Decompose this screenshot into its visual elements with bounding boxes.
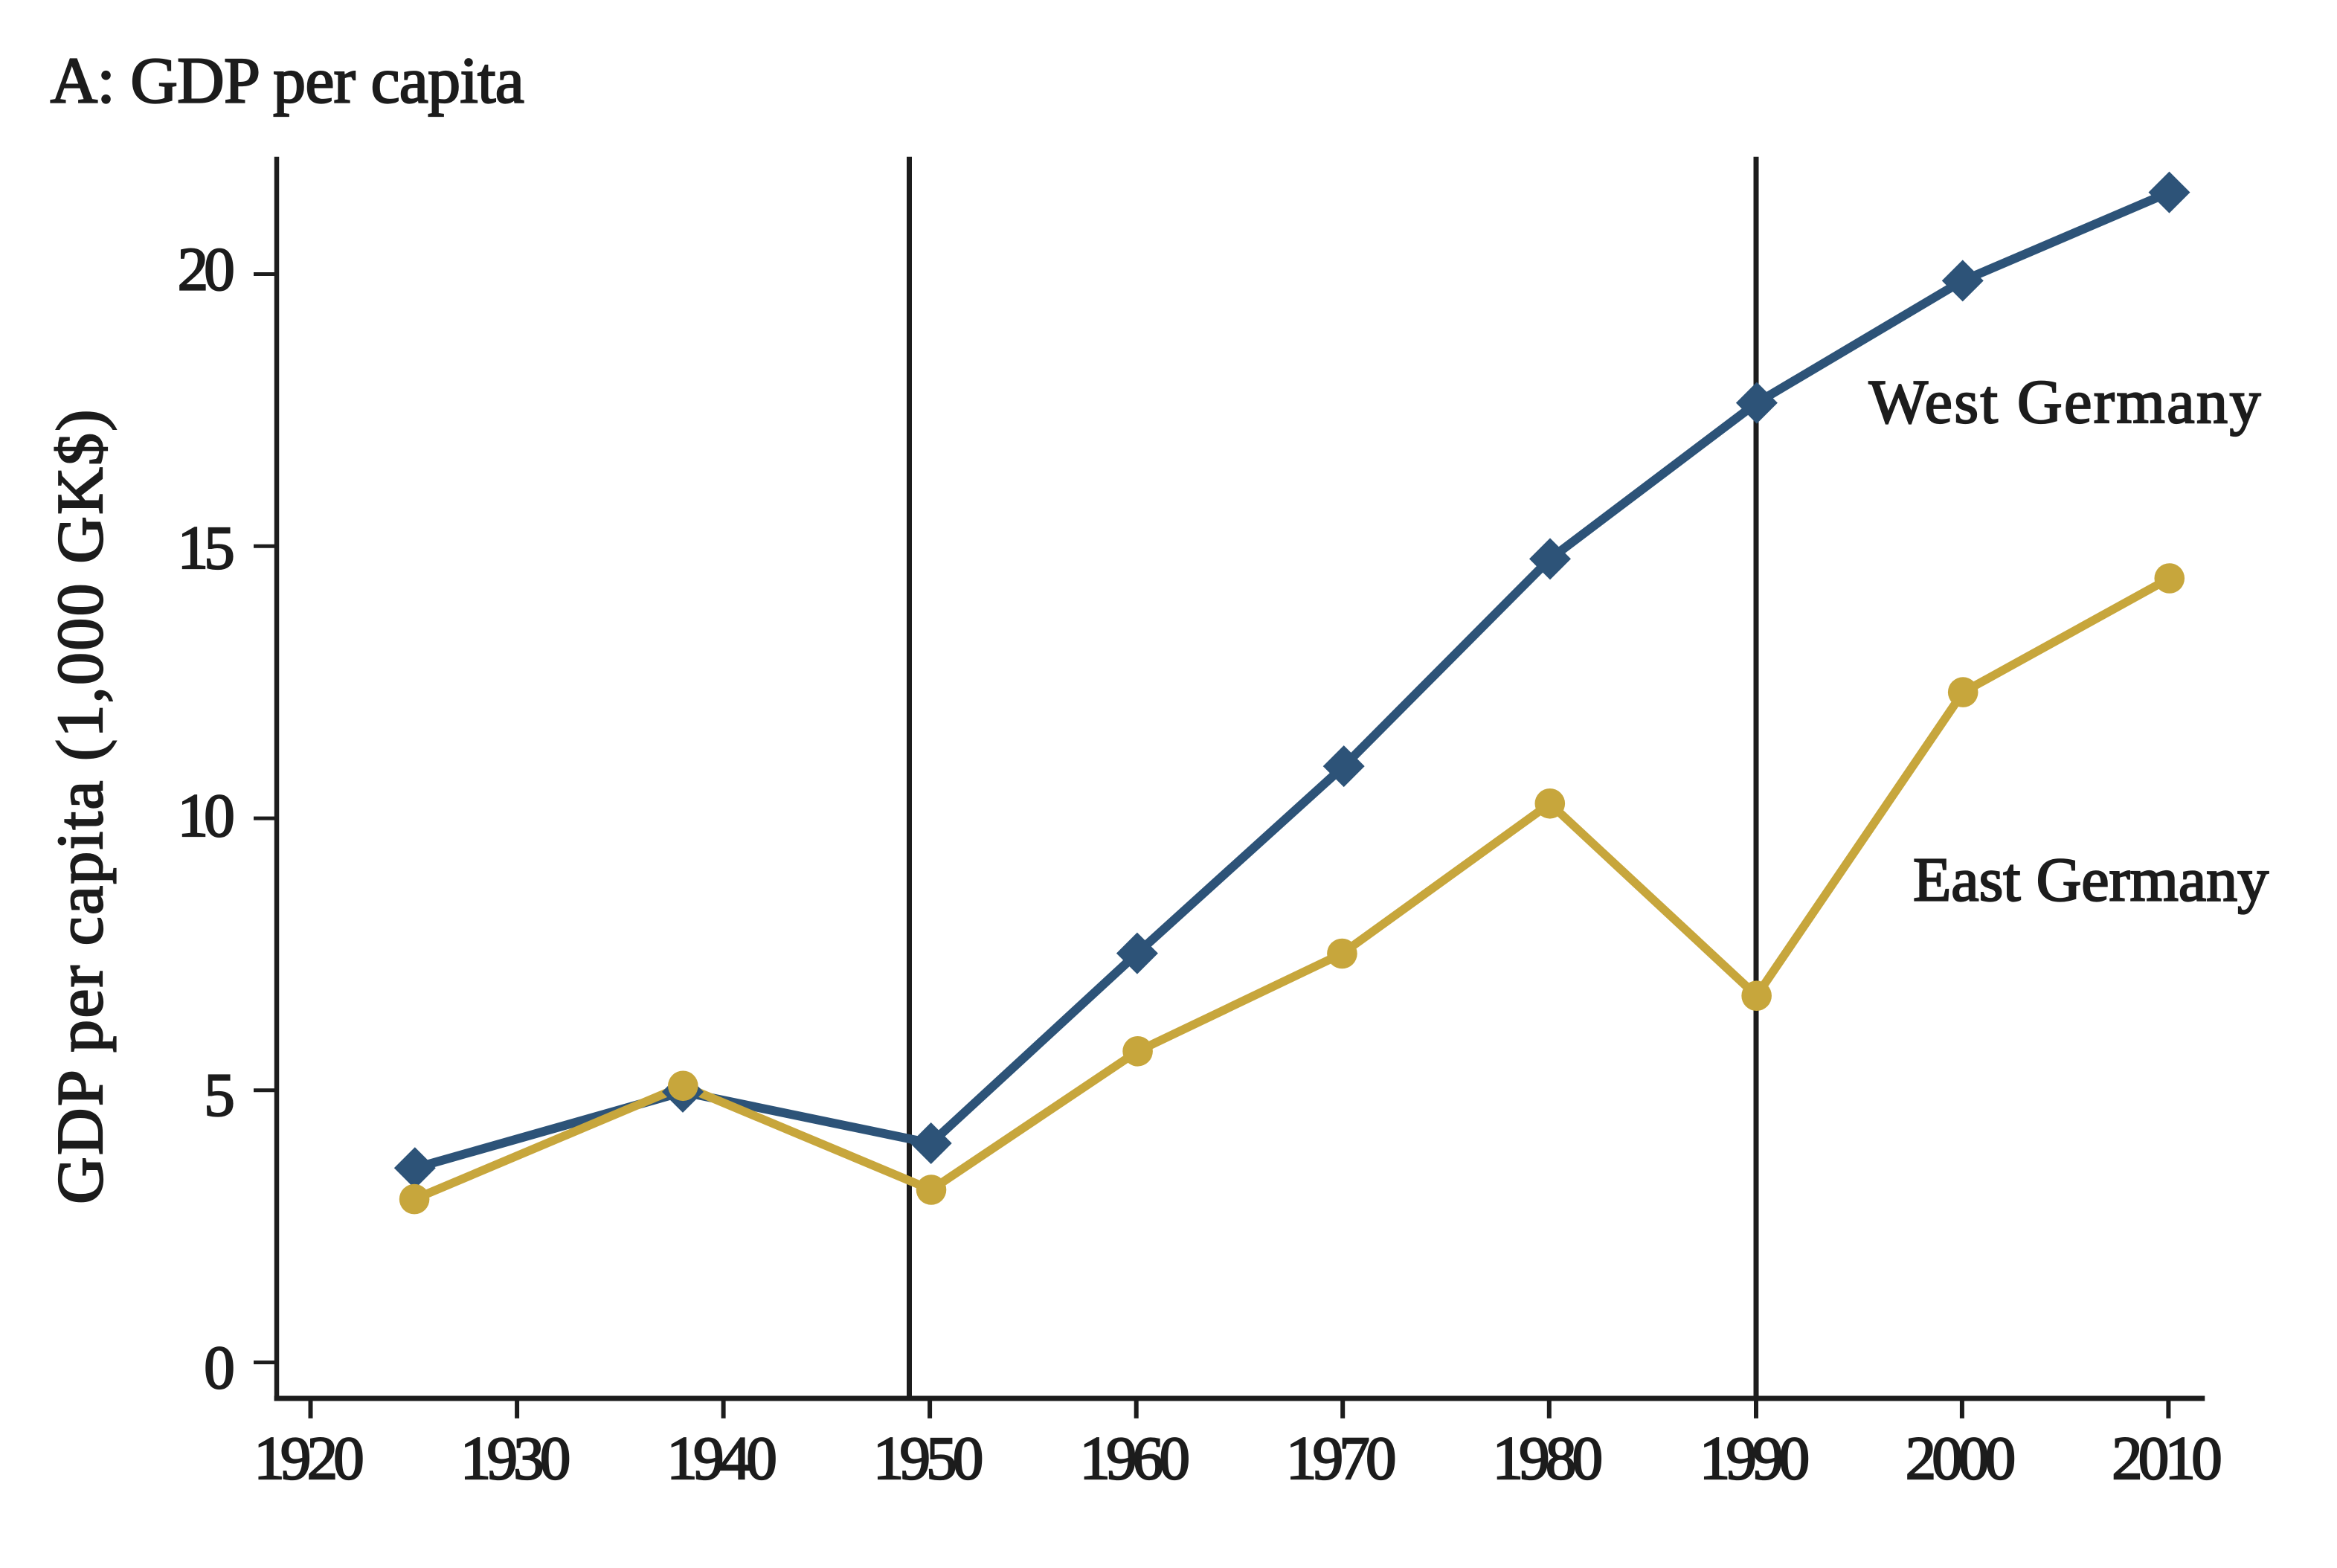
svg-text:1990: 1990 (1700, 1424, 1808, 1492)
svg-text:West Germany: West Germany (1869, 367, 2263, 437)
svg-text:East Germany: East Germany (1913, 846, 2269, 915)
svg-text:1970: 1970 (1286, 1424, 1395, 1492)
svg-text:1950: 1950 (873, 1424, 982, 1492)
svg-text:A: GDP per capita: A: GDP per capita (51, 45, 524, 117)
svg-text:1920: 1920 (254, 1424, 362, 1492)
svg-text:10: 10 (178, 781, 234, 849)
svg-text:GDP per capita (1,000 GK$): GDP per capita (1,000 GK$) (45, 408, 117, 1204)
svg-text:2010: 2010 (2112, 1424, 2220, 1492)
svg-text:1960: 1960 (1079, 1424, 1188, 1492)
svg-text:2000: 2000 (1906, 1424, 2014, 1492)
svg-text:20: 20 (178, 235, 234, 303)
svg-text:1930: 1930 (460, 1424, 569, 1492)
svg-text:5: 5 (204, 1061, 233, 1129)
svg-text:1980: 1980 (1492, 1424, 1601, 1492)
svg-text:0: 0 (204, 1333, 233, 1401)
svg-text:1940: 1940 (666, 1424, 775, 1492)
svg-text:15: 15 (178, 513, 234, 582)
